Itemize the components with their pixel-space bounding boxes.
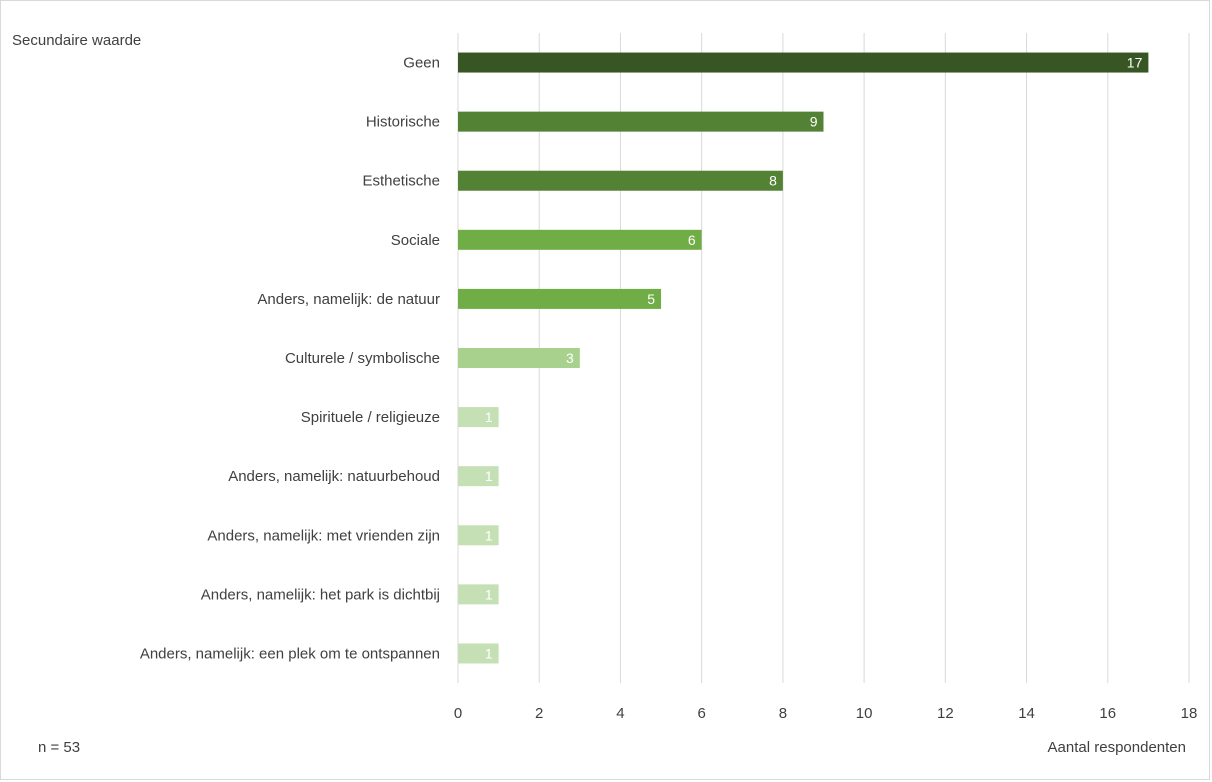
x-tick-label: 10 [856,705,873,722]
category-label: Historische [366,114,440,131]
x-tick-label: 6 [697,705,705,722]
x-tick-label: 8 [779,705,787,722]
bar [458,348,580,368]
gridlines [457,33,1190,683]
x-tick-label: 0 [454,705,462,722]
x-tick-label: 14 [1018,705,1035,722]
bar [458,288,662,309]
bar [458,584,499,605]
bar-value-label: 9 [810,114,818,130]
x-tick-label: 2 [535,705,543,722]
category-label: Anders, namelijk: natuurbehoud [228,468,440,485]
x-tick-labels: 0 2 4 6 8 10 12 14 16 18 [454,705,1198,722]
bar-value-label: 1 [485,645,493,661]
bar-value-label: 5 [647,291,655,307]
category-label: Geen [403,55,440,72]
sample-size-note: n = 53 [38,739,80,756]
bar [458,229,702,250]
x-tick-label: 18 [1181,705,1198,722]
category-label: Spirituele / religieuze [301,409,440,426]
bar [458,525,499,546]
y-axis-title: Secundaire waarde [12,32,141,49]
x-tick-label: 12 [937,705,954,722]
bars: 17 9 8 6 5 3 1 1 1 1 1 [458,52,1149,664]
x-tick-label: 4 [616,705,624,722]
category-labels: Geen Historische Esthetische Sociale Anders,… [140,55,440,663]
bar-value-label: 1 [485,586,493,602]
bar [458,52,1149,73]
bar [458,643,499,664]
bar-value-label: 1 [485,468,493,484]
bar-value-label: 1 [485,409,493,425]
bar [458,111,824,132]
category-label: Esthetische [362,173,440,190]
category-label: Anders, namelijk: met vrienden zijn [207,527,440,544]
bar-value-label: 3 [566,350,574,366]
bar-value-label: 17 [1127,55,1143,71]
bar [458,466,499,487]
bar-value-label: 1 [485,527,493,543]
bar-value-label: 6 [688,232,696,248]
category-label: Anders, namelijk: de natuur [257,291,440,308]
category-label: Sociale [391,232,440,249]
bar [458,407,499,428]
bar-value-label: 8 [769,173,777,189]
bar [458,170,783,191]
category-label: Anders, namelijk: een plek om te ontspan… [140,645,440,662]
category-label: Culturele / symbolische [285,350,440,367]
x-axis-title: Aantal respondenten [1048,739,1186,756]
x-tick-label: 16 [1099,705,1116,722]
category-label: Anders, namelijk: het park is dichtbij [201,586,440,603]
